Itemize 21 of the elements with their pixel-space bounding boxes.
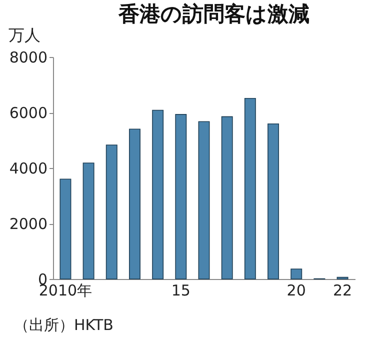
x-tick-label: 15 [171, 282, 190, 300]
y-tick-label: 8000 [9, 48, 48, 66]
chart-title: 香港の訪問客は激減 [118, 2, 310, 26]
bar [152, 110, 164, 280]
bar [60, 178, 72, 280]
bar [106, 144, 118, 280]
bar [82, 162, 94, 280]
bar [198, 121, 210, 280]
y-tick-label: 6000 [9, 104, 48, 122]
bar [128, 128, 140, 280]
bar [175, 114, 187, 280]
bar [268, 123, 280, 280]
x-tick-label: 22 [332, 282, 352, 300]
y-axis-title: 万人 [8, 26, 40, 44]
bar [244, 98, 256, 280]
y-tick-label: 4000 [9, 160, 48, 178]
bar [290, 268, 302, 280]
text: （出所）HKTB [14, 316, 114, 335]
y-tick-label: 2000 [9, 215, 48, 233]
x-tick-label: 20 [286, 282, 306, 300]
bar [221, 116, 233, 280]
